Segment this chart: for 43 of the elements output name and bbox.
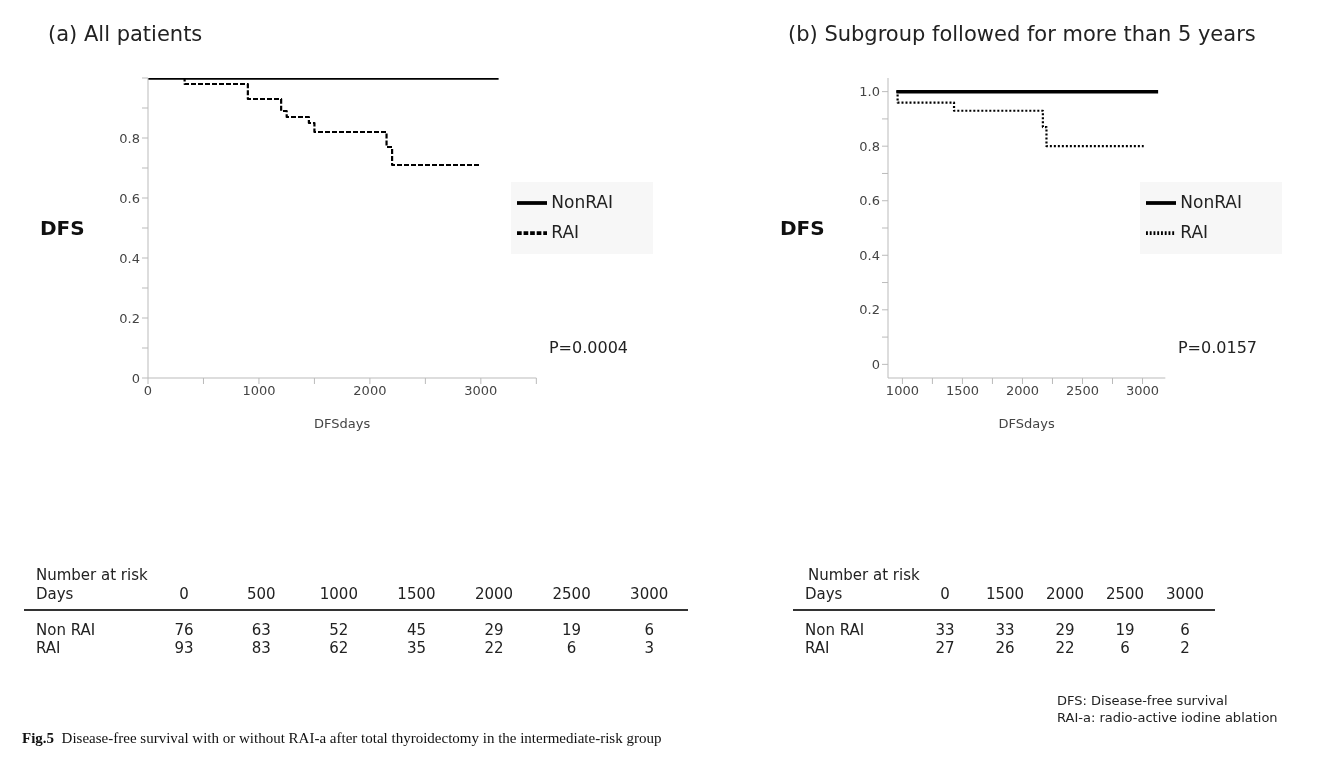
x-tick-label: 2500 <box>1065 383 1100 399</box>
legend-label: RAI <box>1180 222 1209 242</box>
y-tick-label: 0 <box>131 370 140 386</box>
text: Days 0 1500 2000 2500 3000 <box>805 585 1205 603</box>
y-tick-label: 0.6 <box>859 193 880 209</box>
y-tick-label: 0.2 <box>119 310 140 326</box>
y-tick-label: 0.6 <box>119 190 140 206</box>
x-tick-label: 1500 <box>945 383 979 399</box>
x-tick-label: 1000 <box>885 383 919 399</box>
text: RAI 27 26 22 6 2 <box>805 639 1190 657</box>
y-axis-title: DFS <box>40 216 85 241</box>
y-axis-title: DFS <box>780 216 825 241</box>
text: P=0.0004 <box>548 338 628 357</box>
text: RAI 93 83 62 35 22 6 3 <box>36 639 654 657</box>
x-axis-title: DFSdays <box>314 416 371 431</box>
text: Number at risk <box>808 566 920 584</box>
legend-label: NonRAI <box>551 192 613 212</box>
x-tick-label: 3000 <box>464 383 498 399</box>
x-tick-label: 2000 <box>1005 383 1040 399</box>
text: RAI-a: radio-active iodine ablation <box>1057 710 1279 725</box>
text: DFS: Disease-free survival <box>1057 693 1229 708</box>
y-tick-label: 0.8 <box>859 138 880 154</box>
text: Non RAI 76 63 52 45 29 19 6 <box>36 621 654 639</box>
y-tick-label: 0 <box>871 356 880 372</box>
y-tick-label: 0.4 <box>119 250 140 266</box>
caption: Fig.5 Disease-free survival with or without RAI-a after total thyroidectomy in the intermediate-risk group <box>22 730 662 747</box>
y-tick-label: 0.2 <box>859 302 880 318</box>
y-tick-label: 0.8 <box>119 130 140 146</box>
legend-label: RAI <box>551 222 580 242</box>
x-tick-label: 1000 <box>242 383 276 399</box>
text: 1.0 <box>859 84 880 100</box>
text: P=0.0157 <box>1177 338 1257 357</box>
text: Days 0 500 1000 1500 2000 2500 3000 <box>36 585 669 603</box>
chart-title: (b) Subgroup followed for more than 5 years <box>788 22 1256 46</box>
y-tick-label: 0.4 <box>859 247 880 263</box>
chart-title: (a) All patients <box>48 22 203 46</box>
text: Number at risk <box>36 566 148 584</box>
x-tick-label: 3000 <box>1125 383 1160 399</box>
legend-label: NonRAI <box>1180 192 1242 212</box>
x-tick-label: 0 <box>143 383 153 399</box>
x-tick-label: 2000 <box>353 383 387 399</box>
x-axis-title: DFSdays <box>998 416 1055 431</box>
text: Non RAI 33 33 29 19 6 <box>805 621 1190 639</box>
